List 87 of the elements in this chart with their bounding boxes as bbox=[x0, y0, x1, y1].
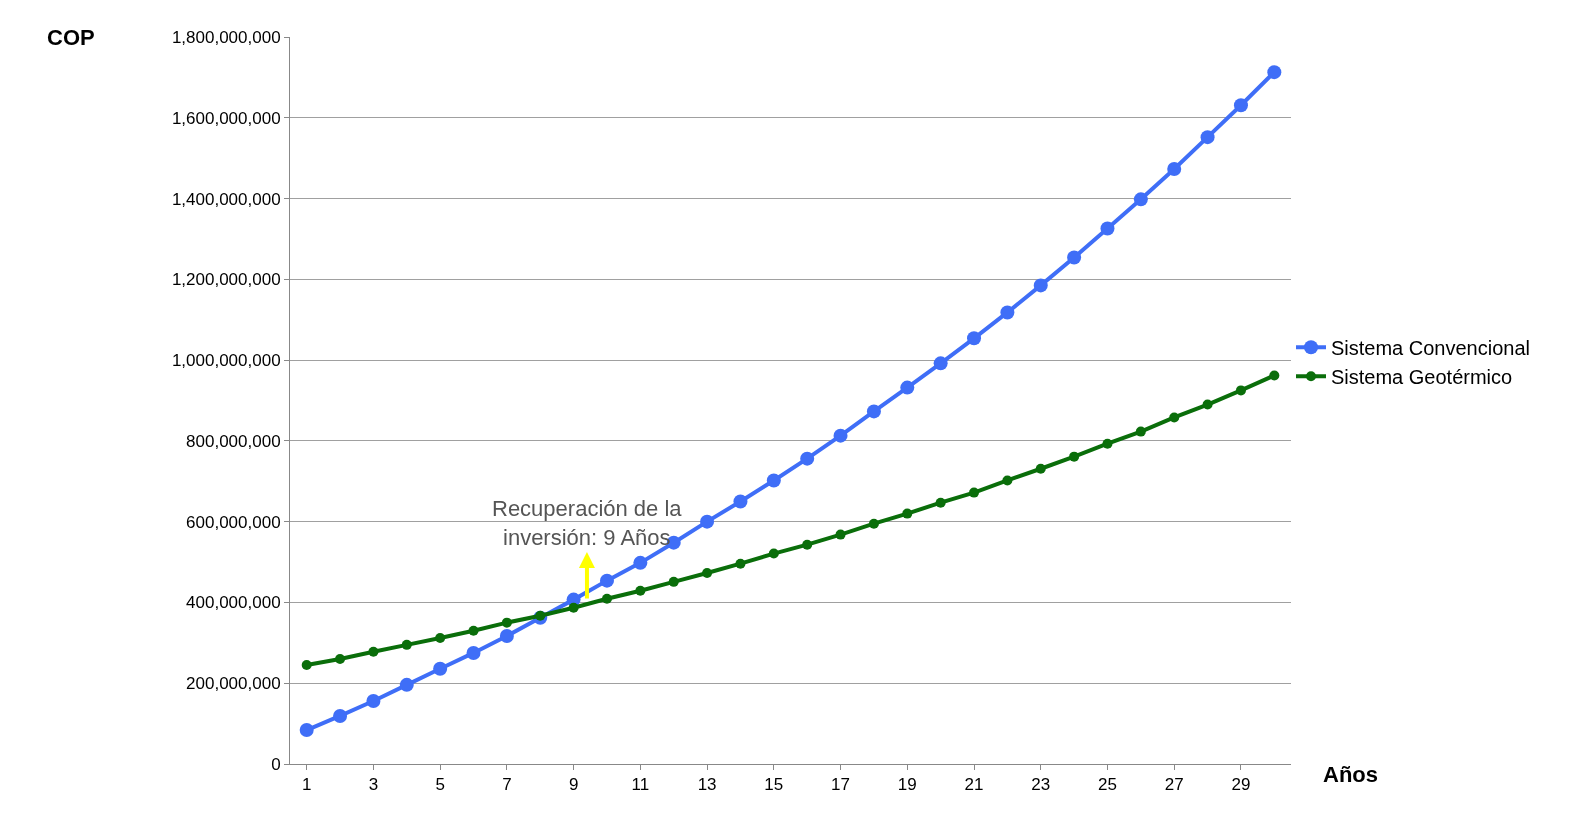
point bbox=[1002, 475, 1013, 486]
x-tick-label: 1 bbox=[301, 775, 312, 795]
x-tick-label: 23 bbox=[1031, 775, 1051, 795]
point bbox=[466, 645, 481, 660]
y-tick-label: 1,400,000,000 bbox=[171, 189, 281, 209]
point bbox=[833, 428, 848, 443]
y-tick-label: 0 bbox=[271, 754, 281, 774]
point bbox=[568, 602, 579, 613]
point bbox=[1035, 463, 1046, 474]
point bbox=[1102, 438, 1113, 449]
x-tick-label: 29 bbox=[1231, 775, 1251, 795]
point bbox=[802, 539, 813, 550]
point bbox=[1067, 250, 1082, 265]
y-tick-label: 1,000,000,000 bbox=[171, 351, 281, 371]
point bbox=[935, 497, 946, 508]
point bbox=[1033, 278, 1048, 293]
point bbox=[1167, 162, 1182, 177]
point bbox=[969, 487, 980, 498]
point bbox=[501, 617, 512, 628]
point bbox=[301, 660, 312, 671]
y-tick-label: 600,000,000 bbox=[186, 512, 281, 532]
point bbox=[1200, 130, 1215, 145]
point bbox=[733, 494, 748, 509]
point bbox=[599, 573, 614, 588]
point bbox=[366, 693, 381, 708]
point bbox=[535, 610, 546, 621]
point bbox=[900, 380, 915, 395]
point bbox=[435, 632, 446, 643]
x-tick-label: 19 bbox=[897, 775, 917, 795]
point bbox=[1133, 192, 1148, 207]
x-tick-label: 25 bbox=[1098, 775, 1117, 795]
y-tick-label: 1,800,000,000 bbox=[171, 27, 281, 47]
annotation: Recuperación de la inversión: 9 Años bbox=[492, 496, 683, 550]
point bbox=[866, 404, 881, 419]
point bbox=[1235, 385, 1246, 396]
point bbox=[399, 677, 414, 692]
legend-label: Sistema Geotérmico bbox=[1331, 366, 1513, 389]
point bbox=[333, 708, 348, 723]
y-tick-label: 1,600,000,000 bbox=[171, 108, 281, 128]
x-tick-label: 9 bbox=[568, 775, 579, 795]
point bbox=[433, 661, 448, 676]
point bbox=[766, 473, 781, 488]
x-tick-label: 17 bbox=[831, 775, 851, 795]
point bbox=[633, 555, 648, 570]
point bbox=[1169, 412, 1180, 423]
point bbox=[933, 356, 948, 371]
x-tick-label: 15 bbox=[764, 775, 784, 795]
point bbox=[401, 639, 412, 650]
point bbox=[601, 593, 612, 604]
point bbox=[868, 518, 879, 529]
point bbox=[1000, 305, 1015, 320]
point bbox=[335, 653, 346, 664]
x-tick-label: 5 bbox=[435, 775, 445, 795]
point bbox=[735, 558, 746, 569]
y-tick-label: 400,000,000 bbox=[186, 593, 281, 613]
x-tick-label: 27 bbox=[1164, 775, 1184, 795]
point bbox=[368, 646, 379, 657]
x-tick-label: 3 bbox=[368, 775, 379, 795]
point bbox=[635, 585, 646, 596]
point bbox=[768, 548, 779, 559]
point bbox=[468, 625, 479, 636]
point bbox=[1202, 399, 1213, 410]
x-tick-label: 13 bbox=[697, 775, 717, 795]
x-tick-label: 21 bbox=[964, 775, 984, 795]
y-tick-label: 200,000,000 bbox=[186, 674, 281, 694]
point bbox=[1269, 370, 1280, 381]
point bbox=[1100, 221, 1115, 236]
point bbox=[299, 723, 314, 738]
point bbox=[668, 576, 679, 587]
point bbox=[835, 529, 846, 540]
point bbox=[902, 508, 913, 519]
y-tick-label: 1,200,000,000 bbox=[171, 270, 281, 290]
y-axis-title: COP bbox=[47, 25, 95, 50]
x-tick-label: 11 bbox=[631, 775, 650, 795]
point bbox=[800, 451, 815, 466]
x-axis-title: Años bbox=[1323, 762, 1378, 787]
point bbox=[1233, 98, 1248, 113]
x-tick-label: 7 bbox=[502, 775, 512, 795]
legend-label: Sistema Convencional bbox=[1331, 337, 1530, 360]
point bbox=[1069, 451, 1080, 462]
point bbox=[499, 628, 514, 643]
point bbox=[967, 331, 982, 346]
y-tick-label: 800,000,000 bbox=[186, 431, 281, 451]
point bbox=[702, 567, 713, 578]
point bbox=[1267, 65, 1282, 80]
point bbox=[1135, 426, 1146, 437]
point bbox=[700, 514, 715, 529]
